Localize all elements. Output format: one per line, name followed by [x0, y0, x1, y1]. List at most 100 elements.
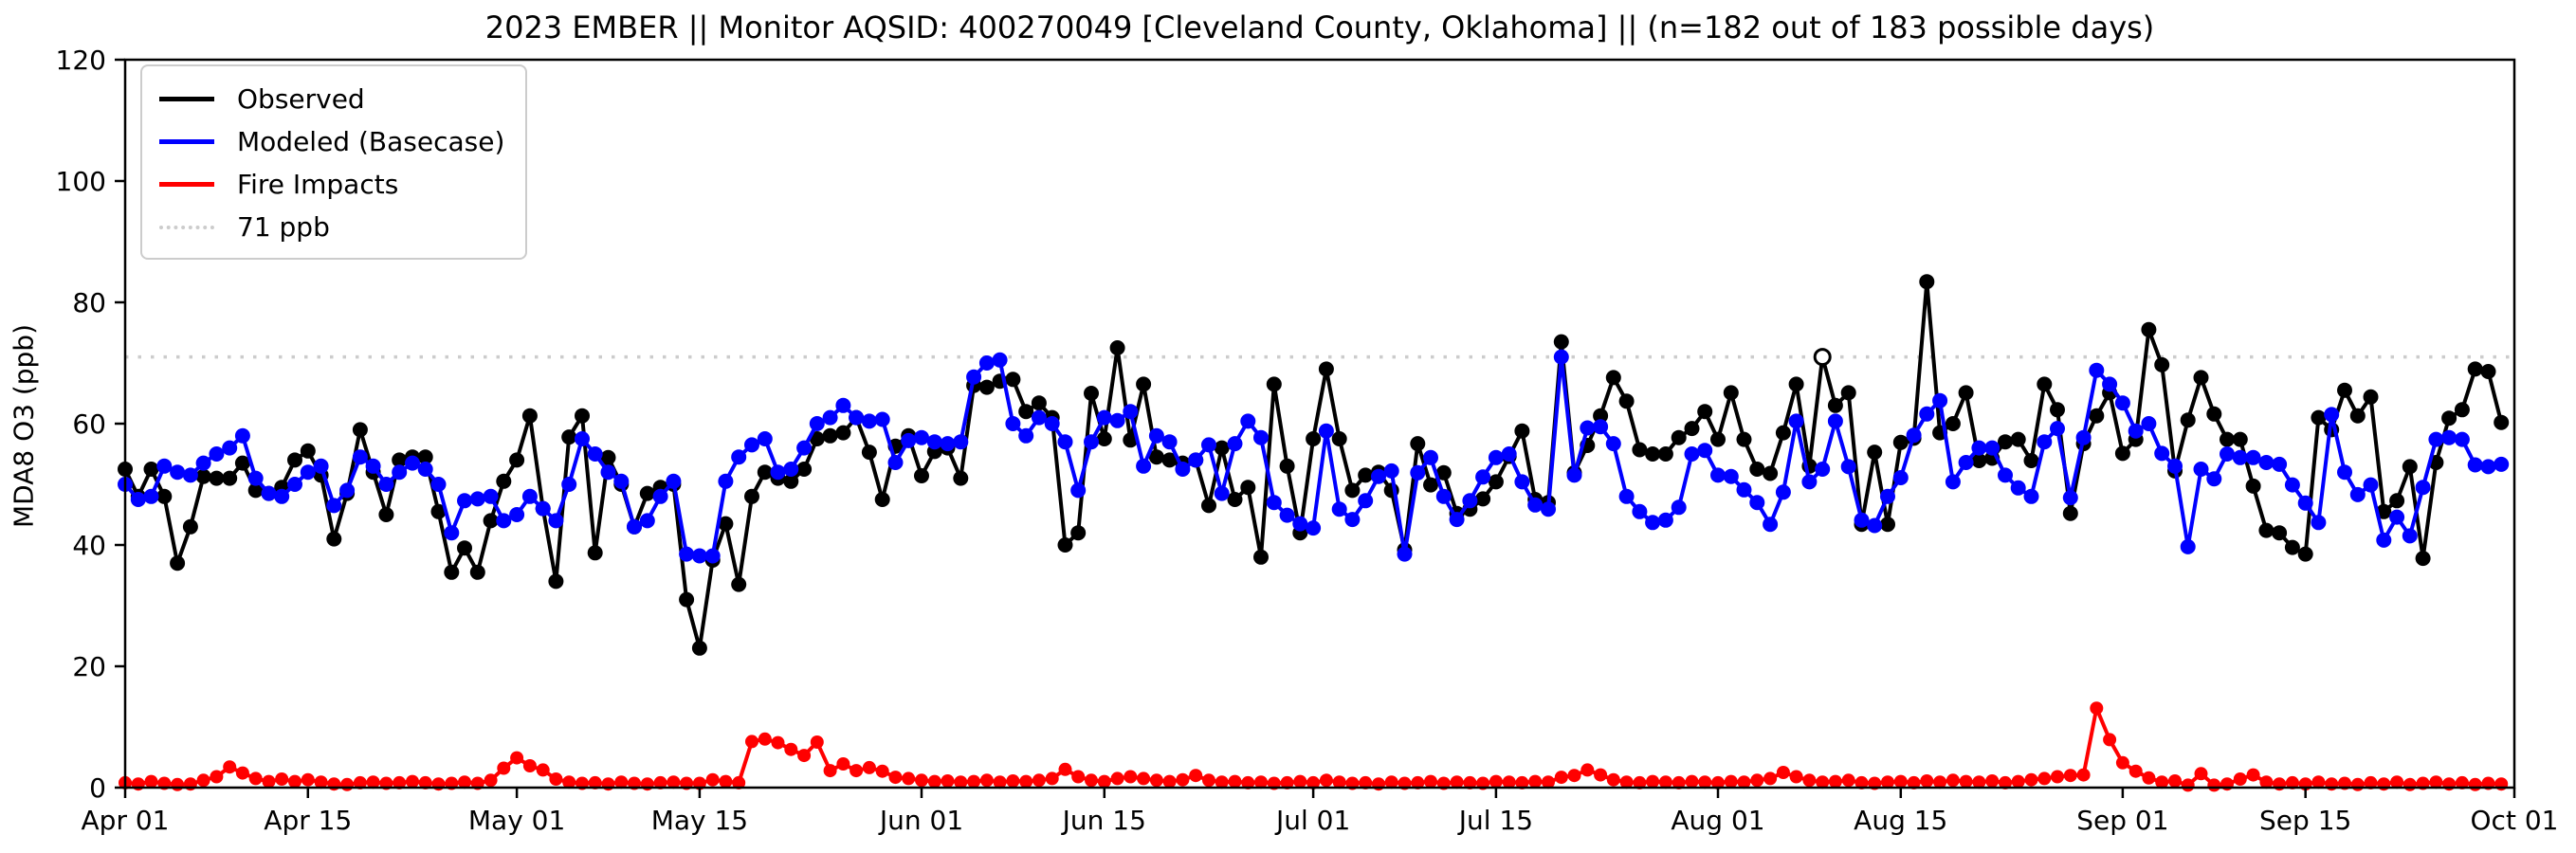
data-point: [2337, 464, 2352, 481]
x-tick-label: May 15: [651, 805, 748, 836]
data-point: [235, 766, 249, 780]
data-point: [561, 429, 577, 445]
data-point: [536, 763, 550, 777]
data-point: [953, 434, 969, 450]
x-tick-label: Jun 01: [878, 805, 963, 836]
data-point: [874, 492, 890, 507]
data-point: [2297, 495, 2313, 511]
data-point: [1984, 440, 2001, 456]
data-point: [2494, 456, 2510, 472]
data-point: [1240, 413, 1256, 429]
data-point: [1266, 495, 1282, 511]
data-point: [1005, 372, 1021, 388]
data-point: [2363, 477, 2379, 493]
data-point: [2063, 769, 2077, 783]
data-point: [2349, 486, 2366, 502]
data-point: [1788, 376, 1804, 392]
data-point: [1959, 774, 1973, 789]
data-point: [2220, 431, 2235, 447]
data-point: [2494, 414, 2510, 430]
data-point: [234, 427, 250, 444]
data-point: [1736, 481, 1752, 498]
data-point: [588, 775, 602, 789]
data-point: [835, 425, 851, 441]
data-point: [718, 473, 734, 489]
data-point: [392, 452, 408, 468]
data-point: [1359, 775, 1373, 789]
data-point: [548, 513, 564, 529]
data-point: [2023, 453, 2039, 468]
missing-day-open-marker: [1813, 348, 1832, 367]
legend-item-threshold: 71 ppb: [159, 206, 516, 248]
data-point: [2193, 370, 2209, 386]
data-point: [1148, 427, 1164, 444]
data-point: [1331, 501, 1347, 517]
data-point: [1411, 775, 1425, 789]
data-point: [1019, 774, 1033, 789]
data-point: [1266, 376, 1282, 392]
data-point: [1201, 437, 1216, 453]
data-point: [1985, 774, 2000, 788]
data-point: [2037, 376, 2053, 392]
data-point: [1605, 436, 1621, 452]
data-point: [1553, 334, 1569, 350]
data-point: [1410, 464, 1426, 481]
data-point: [2390, 775, 2404, 789]
data-point: [2389, 509, 2405, 525]
data-point: [2272, 525, 2288, 541]
data-point: [365, 458, 381, 474]
data-point: [444, 525, 460, 541]
data-point: [731, 576, 747, 592]
x-tick-label: Jun 15: [1061, 805, 1146, 836]
data-point: [2258, 455, 2275, 470]
x-tick-label: Oct 01: [2471, 805, 2559, 836]
data-point: [1566, 467, 1582, 483]
data-point: [704, 548, 721, 564]
data-point: [967, 774, 981, 789]
data-point: [901, 432, 917, 448]
legend-label: Modeled (Basecase): [237, 126, 505, 157]
data-point: [2246, 768, 2260, 782]
data-point: [2062, 505, 2078, 521]
data-point: [587, 545, 603, 561]
data-point: [1306, 520, 1322, 536]
data-point: [378, 507, 394, 522]
data-point: [1358, 493, 1374, 509]
data-point: [1605, 370, 1621, 386]
data-point: [1096, 431, 1112, 446]
data-point: [509, 507, 525, 522]
data-point: [1018, 404, 1034, 420]
x-tick-label: Sep 15: [2259, 805, 2351, 836]
y-tick-label: 20: [72, 651, 106, 682]
data-point: [797, 749, 812, 763]
data-point: [1031, 395, 1047, 411]
data-point: [1880, 488, 1895, 504]
data-point: [2010, 480, 2026, 496]
data-point: [1789, 770, 1803, 784]
data-point: [1514, 423, 1530, 439]
data-point: [1462, 493, 1478, 509]
data-point: [1502, 775, 1516, 789]
data-point: [796, 462, 813, 477]
data-point: [1958, 385, 1974, 401]
data-point: [1840, 385, 1856, 401]
data-point: [1684, 421, 1700, 437]
data-point: [731, 449, 747, 465]
data-point: [653, 775, 667, 789]
data-point: [1893, 774, 1908, 789]
data-point: [600, 449, 616, 465]
data-point: [1945, 416, 1961, 431]
data-point: [2180, 538, 2196, 554]
x-tick-label: May 01: [468, 805, 565, 836]
data-point: [2194, 767, 2208, 781]
data-point: [2167, 458, 2183, 474]
data-point: [483, 513, 499, 529]
data-point: [679, 546, 695, 562]
data-point: [1279, 458, 1295, 474]
modeled-line-swatch: [159, 139, 214, 144]
data-point: [405, 455, 420, 471]
data-point: [1815, 462, 1831, 477]
data-point: [1253, 549, 1269, 565]
data-point: [209, 470, 225, 486]
